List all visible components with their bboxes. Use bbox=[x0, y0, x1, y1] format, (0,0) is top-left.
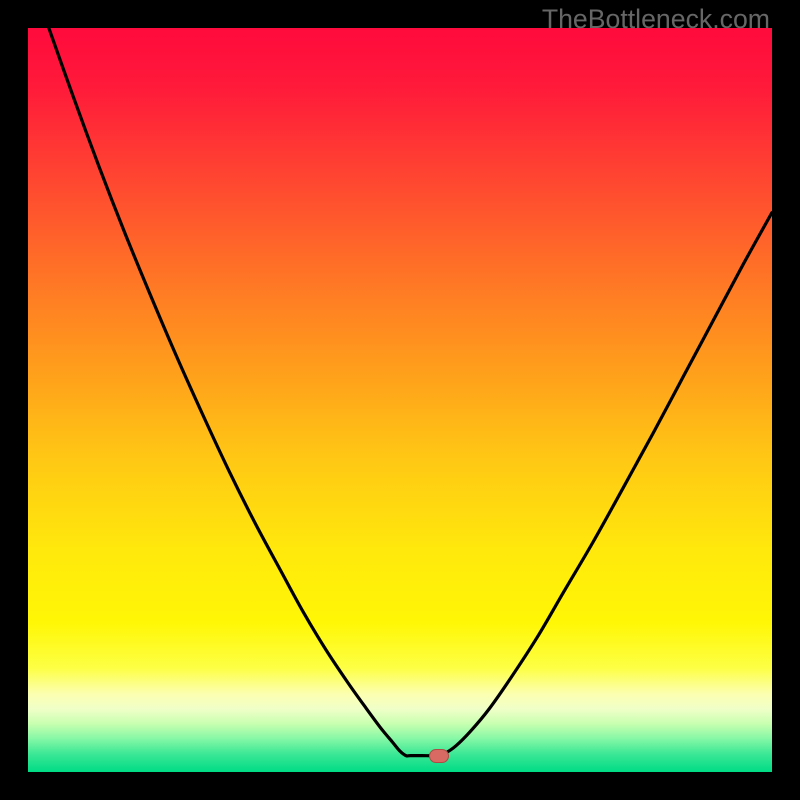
chart-container: TheBottleneck.com bbox=[0, 0, 800, 800]
bottleneck-curve bbox=[28, 28, 772, 772]
optimal-point-marker bbox=[429, 749, 449, 763]
watermark-text: TheBottleneck.com bbox=[542, 4, 770, 35]
plot-area bbox=[28, 28, 772, 772]
